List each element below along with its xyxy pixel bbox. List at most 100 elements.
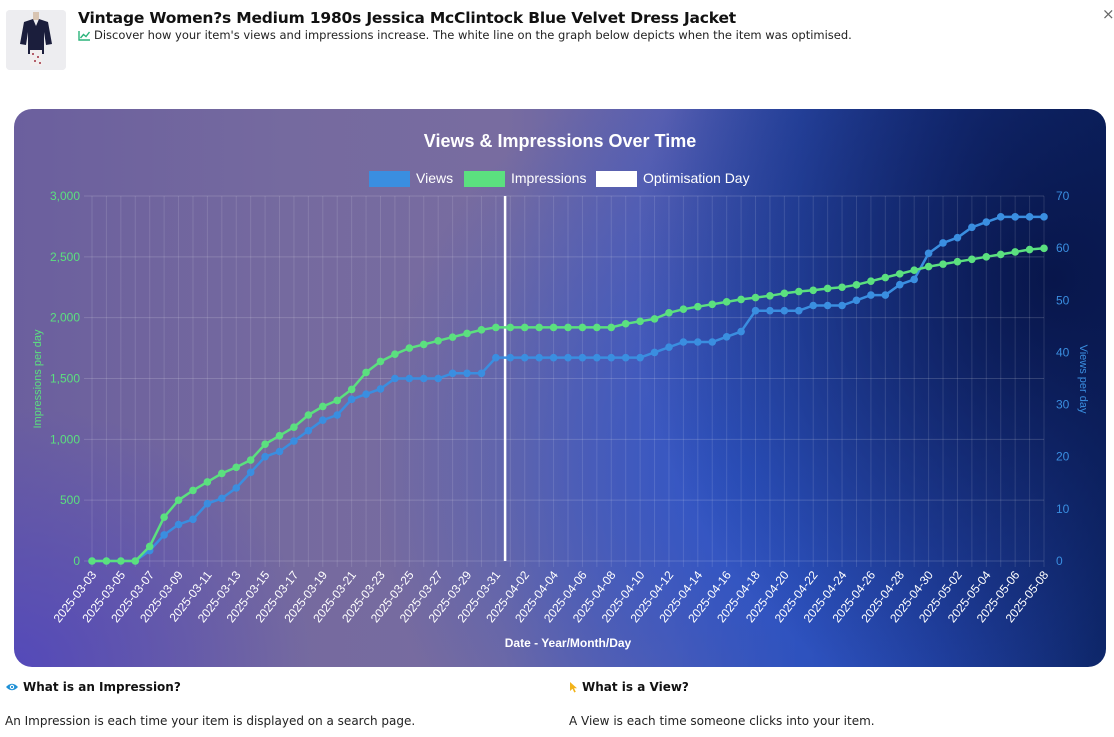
views-data-point[interactable] bbox=[838, 301, 846, 310]
impressions-data-point[interactable] bbox=[679, 305, 688, 313]
views-data-point[interactable] bbox=[578, 353, 587, 362]
views-data-point[interactable] bbox=[996, 213, 1005, 221]
impressions-data-point[interactable] bbox=[218, 469, 226, 478]
views-data-point[interactable] bbox=[607, 353, 616, 362]
impressions-data-point[interactable] bbox=[924, 262, 933, 271]
impressions-data-point[interactable] bbox=[636, 317, 644, 326]
impressions-data-point[interactable] bbox=[708, 300, 717, 309]
legend-swatch-impressions[interactable] bbox=[464, 171, 505, 187]
impressions-data-point[interactable] bbox=[362, 368, 370, 377]
views-data-point[interactable] bbox=[895, 280, 904, 289]
impressions-data-point[interactable] bbox=[160, 513, 168, 521]
legend-swatch-optimisation[interactable] bbox=[596, 171, 637, 187]
impressions-data-point[interactable] bbox=[852, 281, 861, 289]
impressions-data-point[interactable] bbox=[564, 323, 572, 332]
views-data-point[interactable] bbox=[852, 296, 861, 305]
impressions-data-point[interactable] bbox=[838, 283, 846, 292]
views-data-point[interactable] bbox=[261, 452, 269, 461]
impressions-data-point[interactable] bbox=[189, 486, 197, 495]
impressions-data-point[interactable] bbox=[593, 323, 601, 332]
impressions-data-point[interactable] bbox=[665, 309, 673, 317]
views-data-point[interactable] bbox=[160, 531, 168, 539]
views-data-point[interactable] bbox=[968, 223, 976, 232]
impressions-data-point[interactable] bbox=[794, 287, 803, 296]
impressions-data-point[interactable] bbox=[333, 396, 342, 405]
views-data-point[interactable] bbox=[333, 411, 342, 419]
views-data-point[interactable] bbox=[809, 301, 818, 310]
impressions-data-point[interactable] bbox=[419, 340, 428, 349]
views-data-point[interactable] bbox=[189, 515, 197, 524]
impressions-data-point[interactable] bbox=[463, 329, 471, 338]
impressions-data-point[interactable] bbox=[607, 323, 616, 332]
impressions-data-point[interactable] bbox=[578, 323, 587, 332]
impressions-data-point[interactable] bbox=[722, 298, 731, 306]
views-data-point[interactable] bbox=[751, 306, 760, 315]
views-data-point[interactable] bbox=[881, 291, 890, 299]
views-data-point[interactable] bbox=[939, 239, 947, 247]
views-data-point[interactable] bbox=[304, 426, 313, 435]
close-button[interactable]: × bbox=[1102, 5, 1114, 23]
impressions-data-point[interactable] bbox=[751, 293, 760, 302]
views-data-point[interactable] bbox=[492, 353, 500, 362]
views-data-point[interactable] bbox=[376, 385, 385, 393]
impressions-data-point[interactable] bbox=[766, 291, 774, 300]
impressions-data-point[interactable] bbox=[203, 478, 212, 486]
views-data-point[interactable] bbox=[924, 249, 933, 258]
impressions-data-point[interactable] bbox=[506, 323, 515, 332]
views-data-point[interactable] bbox=[448, 369, 457, 378]
views-data-point[interactable] bbox=[650, 348, 659, 357]
impressions-data-point[interactable] bbox=[650, 315, 659, 323]
impressions-data-point[interactable] bbox=[809, 286, 818, 295]
views-data-point[interactable] bbox=[1025, 213, 1034, 221]
views-data-point[interactable] bbox=[694, 338, 702, 346]
views-data-point[interactable] bbox=[477, 369, 486, 378]
views-data-point[interactable] bbox=[794, 306, 803, 315]
impressions-data-point[interactable] bbox=[102, 557, 111, 565]
impressions-data-point[interactable] bbox=[477, 326, 486, 334]
views-data-point[interactable] bbox=[982, 218, 991, 226]
impressions-data-point[interactable] bbox=[737, 295, 745, 304]
views-data-point[interactable] bbox=[910, 275, 918, 284]
views-data-point[interactable] bbox=[203, 499, 212, 508]
views-data-point[interactable] bbox=[621, 353, 630, 362]
impressions-data-point[interactable] bbox=[174, 496, 183, 504]
legend-swatch-views[interactable] bbox=[369, 171, 410, 187]
impressions-data-point[interactable] bbox=[117, 557, 125, 565]
impressions-data-point[interactable] bbox=[376, 357, 385, 366]
views-data-point[interactable] bbox=[564, 353, 572, 362]
views-data-point[interactable] bbox=[535, 353, 543, 362]
views-data-point[interactable] bbox=[174, 520, 183, 529]
impressions-data-point[interactable] bbox=[131, 557, 140, 565]
impressions-data-point[interactable] bbox=[290, 423, 298, 431]
views-data-point[interactable] bbox=[290, 437, 298, 445]
impressions-data-point[interactable] bbox=[434, 336, 442, 345]
views-data-point[interactable] bbox=[419, 374, 428, 383]
impressions-data-point[interactable] bbox=[939, 260, 947, 268]
impressions-data-point[interactable] bbox=[275, 431, 284, 440]
impressions-data-point[interactable] bbox=[318, 402, 327, 411]
views-data-point[interactable] bbox=[953, 233, 962, 242]
impressions-data-point[interactable] bbox=[1011, 248, 1019, 256]
impressions-data-point[interactable] bbox=[968, 255, 976, 264]
views-data-point[interactable] bbox=[867, 291, 875, 299]
impressions-data-point[interactable] bbox=[88, 557, 96, 565]
impressions-data-point[interactable] bbox=[910, 266, 918, 275]
impressions-data-point[interactable] bbox=[261, 440, 269, 449]
impressions-data-point[interactable] bbox=[823, 284, 832, 293]
impressions-data-point[interactable] bbox=[867, 277, 875, 285]
impressions-data-point[interactable] bbox=[145, 542, 154, 551]
views-data-point[interactable] bbox=[665, 343, 673, 352]
legend-label-impressions[interactable]: Impressions bbox=[511, 170, 586, 186]
views-data-point[interactable] bbox=[722, 332, 731, 341]
views-data-point[interactable] bbox=[434, 374, 442, 383]
views-data-point[interactable] bbox=[549, 353, 558, 362]
impressions-data-point[interactable] bbox=[391, 350, 399, 358]
views-data-point[interactable] bbox=[780, 306, 789, 315]
views-data-point[interactable] bbox=[232, 484, 241, 492]
impressions-data-point[interactable] bbox=[1040, 244, 1048, 253]
impressions-data-point[interactable] bbox=[246, 456, 255, 464]
impressions-data-point[interactable] bbox=[549, 323, 558, 332]
impressions-data-point[interactable] bbox=[492, 323, 500, 332]
views-data-point[interactable] bbox=[318, 416, 327, 425]
views-data-point[interactable] bbox=[506, 353, 515, 362]
